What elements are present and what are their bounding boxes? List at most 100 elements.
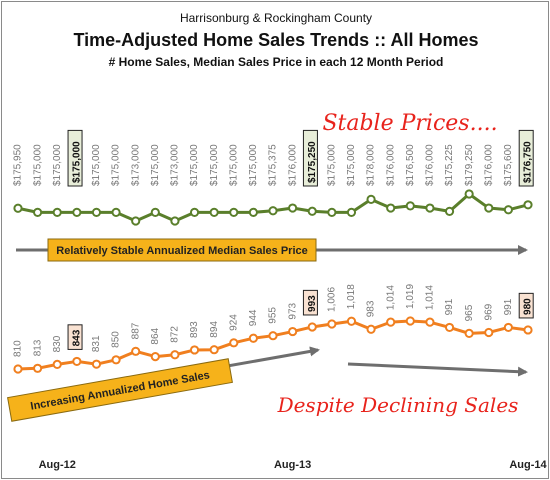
price-data-label: $175,600	[503, 144, 514, 186]
price-data-label-group: $176,000	[425, 144, 436, 186]
price-data-label-group: $173,000	[130, 144, 141, 186]
price-data-label-group: $176,000	[483, 144, 494, 186]
sales-data-label-group: 887	[130, 322, 141, 339]
sales-data-label: 955	[268, 307, 279, 324]
sales-data-label: 965	[464, 304, 475, 321]
sales-data-label-group: 955	[268, 307, 279, 324]
price-point	[268, 206, 278, 216]
sales-data-label-group: 983	[366, 300, 377, 317]
sales-data-label-group: 1,006	[326, 287, 337, 312]
sales-point	[484, 327, 494, 338]
price-highlight-box	[518, 129, 534, 187]
price-point	[464, 189, 474, 199]
price-data-label: $176,000	[287, 144, 298, 186]
price-data-label: $176,000	[385, 144, 396, 186]
price-data-label-group: $175,000	[346, 144, 357, 186]
price-highlight-box	[302, 129, 318, 187]
price-data-label-group: $175,000	[209, 144, 220, 186]
sales-point	[170, 350, 180, 360]
price-data-label-group: $175,000	[189, 144, 200, 186]
sales-point	[288, 326, 298, 337]
sales-point	[346, 316, 357, 326]
sales-banner-box	[7, 358, 233, 422]
price-data-label: $175,000	[32, 144, 43, 186]
sales-highlight-box	[302, 289, 318, 316]
price-data-label: $175,000	[150, 144, 161, 186]
sales-data-label: 813	[32, 339, 43, 356]
price-labels: $175,950 $175,000 $175,000 $175,000 $175,000…	[13, 129, 534, 187]
sales-data-label: 872	[170, 326, 181, 343]
sales-point	[111, 355, 121, 365]
sales-data-label: 1,014	[385, 285, 396, 310]
sales-data-label-group: 1,014	[385, 285, 396, 310]
sales-data-label: 1,019	[405, 284, 416, 309]
price-data-label: $176,000	[483, 144, 494, 186]
sales-point	[425, 317, 435, 327]
price-point	[523, 200, 533, 210]
sales-highlight-box	[518, 292, 534, 319]
price-point	[288, 203, 298, 213]
price-data-label-group: $175,375	[268, 144, 279, 186]
sales-data-label: 830	[52, 335, 63, 352]
price-data-label: $175,000	[91, 144, 102, 186]
price-data-label-group: $173,000	[170, 144, 181, 186]
sales-data-label-group: 831	[91, 335, 102, 352]
chart-region: Harrisonburg & Rockingham County	[180, 11, 372, 25]
price-data-label: $179,250	[464, 144, 475, 186]
chart-subtitle: # Home Sales, Median Sales Price in each…	[109, 55, 444, 69]
price-data-label: $175,250	[307, 141, 318, 183]
x-tick-label: Aug-13	[274, 459, 311, 471]
price-data-label: $175,000	[228, 144, 239, 186]
sales-point	[307, 322, 317, 332]
sales-data-label: 991	[503, 298, 514, 315]
sales-data-label-group: 850	[111, 331, 122, 348]
sales-data-label: 993	[307, 295, 318, 312]
sales-data-label: 850	[111, 331, 122, 348]
sales-data-label-group: 830	[52, 335, 63, 352]
price-data-label-group: $175,600	[503, 144, 514, 186]
sales-data-label: 944	[248, 309, 259, 326]
price-point	[366, 194, 376, 204]
sales-point	[209, 345, 219, 355]
price-data-label: $175,225	[444, 144, 455, 186]
price-point	[52, 207, 62, 217]
sales-point	[366, 324, 376, 334]
price-point	[405, 201, 415, 211]
sales-point	[52, 359, 62, 370]
price-data-label: $176,500	[405, 144, 416, 186]
price-data-label-group: $175,000	[326, 144, 337, 186]
sales-point	[248, 333, 258, 343]
sales-data-label-group: 991	[444, 298, 455, 315]
price-point	[150, 207, 160, 217]
sales-point	[444, 322, 455, 333]
price-point	[131, 216, 141, 226]
sales-data-label-group: 973	[287, 302, 298, 319]
sales-data-label: 1,014	[425, 285, 436, 310]
sales-data-label-group: 864	[150, 327, 161, 344]
price-point	[111, 207, 121, 217]
price-point	[13, 203, 23, 213]
x-tick-label: Aug-12	[39, 459, 76, 471]
sales-point	[13, 364, 23, 374]
price-data-label-group: $179,250	[464, 144, 475, 186]
price-point	[170, 216, 180, 226]
sales-callout: Despite Declining Sales	[277, 393, 519, 417]
sales-data-label: 893	[189, 321, 200, 338]
sales-data-label-group: 965	[464, 304, 475, 321]
sales-data-label: 1,006	[326, 287, 337, 312]
price-point	[386, 203, 396, 213]
price-data-label-group: $176,500	[405, 144, 416, 186]
price-point	[33, 207, 43, 217]
price-data-label: $178,000	[366, 144, 377, 186]
price-series	[13, 189, 533, 226]
sales-data-label-group: 924	[228, 314, 239, 331]
sales-point	[523, 325, 533, 335]
sales-point	[91, 359, 102, 369]
sales-data-label-group: 1,014	[425, 285, 436, 310]
price-data-label-group: $175,000	[111, 144, 122, 186]
sales-point	[189, 345, 200, 355]
price-data-label: $175,000	[346, 144, 357, 186]
sales-data-label: 831	[91, 335, 102, 352]
